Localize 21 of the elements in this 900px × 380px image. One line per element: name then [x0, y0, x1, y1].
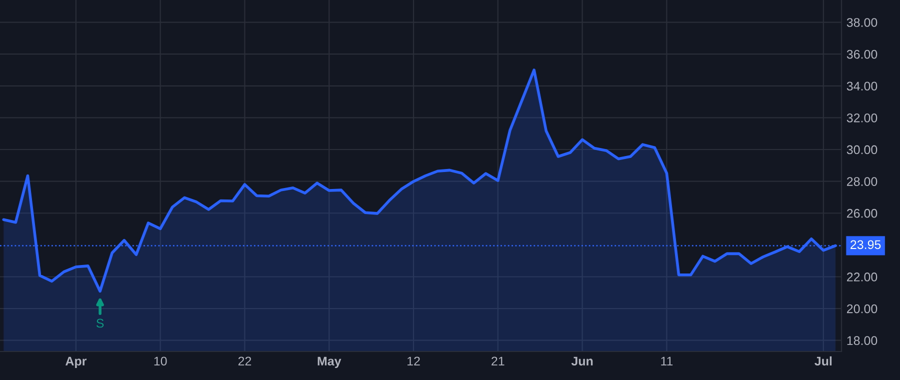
- y-tick-label: 22.00: [846, 272, 878, 282]
- x-tick-label: 21: [492, 356, 504, 366]
- y-tick-label: 18.00: [847, 336, 878, 346]
- x-tick-label: 22: [238, 356, 252, 366]
- y-tick-label: 26.00: [846, 208, 878, 218]
- x-tick-label: Apr: [66, 356, 87, 368]
- x-tick-label: May: [318, 356, 342, 368]
- y-tick-label: 20.00: [846, 304, 878, 314]
- x-tick-label: 12: [408, 356, 420, 366]
- annotation: S: [96, 318, 104, 328]
- x-tick-label: 11: [661, 356, 673, 366]
- y-tick-label: 38.00: [846, 18, 878, 27]
- y-tick-label: 34.00: [846, 82, 878, 91]
- x-tick-label: Jul: [814, 356, 832, 366]
- y-tick-label: 30.00: [846, 145, 878, 154]
- ref-line-label: 23.95: [850, 240, 881, 250]
- x-tick-label: Jun: [571, 356, 593, 366]
- y-tick-label: 32.00: [846, 114, 878, 122]
- y-tick-label: 36.00: [846, 50, 878, 59]
- x-tick-label: 10: [154, 356, 167, 366]
- y-tick-label: 28.00: [846, 177, 878, 186]
